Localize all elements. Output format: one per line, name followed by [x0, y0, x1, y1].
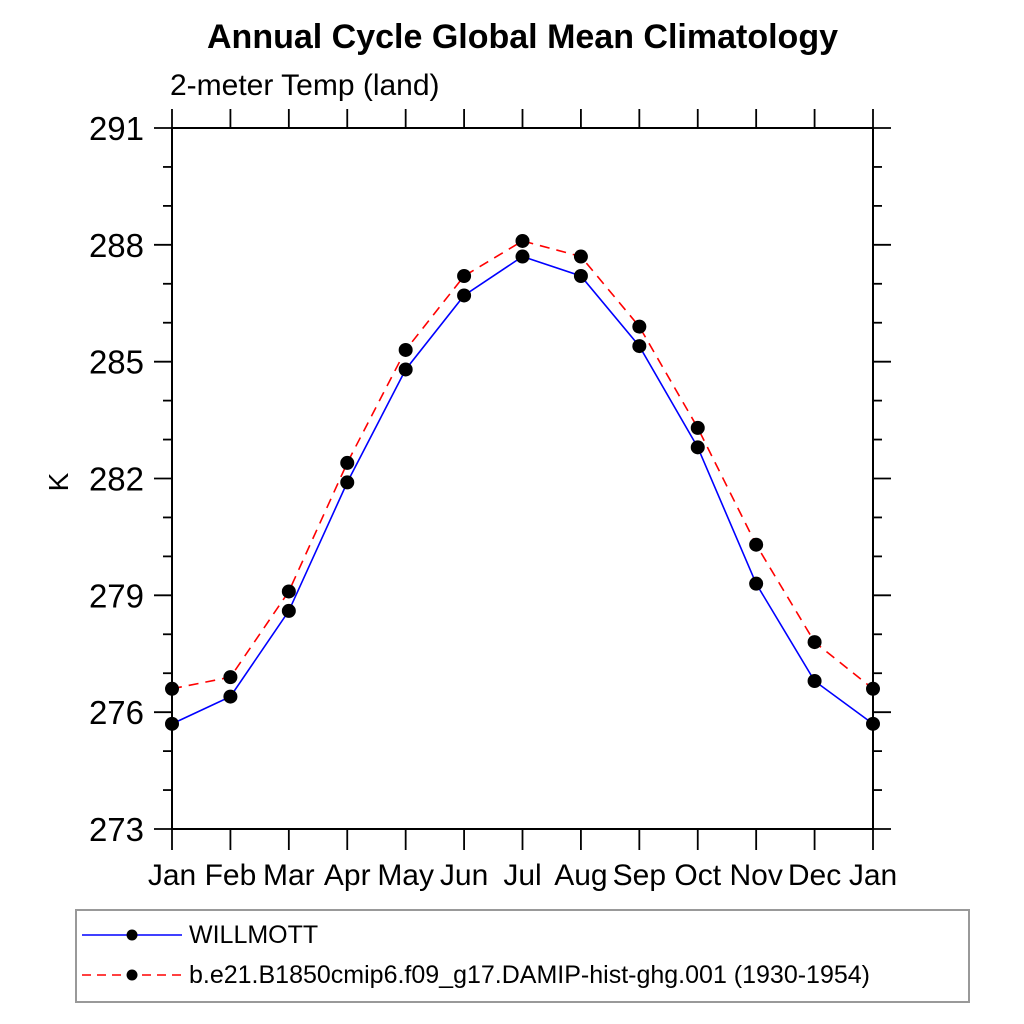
svg-text:Aug: Aug — [554, 859, 607, 892]
svg-text:May: May — [377, 859, 434, 892]
svg-text:Sep: Sep — [613, 859, 666, 892]
x-axis-ticks — [171, 109, 874, 850]
svg-text:Mar: Mar — [263, 859, 315, 892]
svg-text:291: 291 — [89, 110, 144, 147]
y-axis-ticks — [154, 127, 891, 830]
svg-text:Jan: Jan — [849, 859, 897, 892]
legend-marker-icon — [126, 969, 138, 981]
svg-text:273: 273 — [89, 811, 144, 848]
y-axis-labels: 273 276 279 282 285 288 291 — [89, 110, 144, 848]
legend-label: b.e21.B1850cmip6.f09_g17.DAMIP-hist-ghg.… — [189, 961, 870, 989]
legend-label: WILLMOTT — [189, 921, 319, 949]
svg-text:Feb: Feb — [205, 859, 257, 892]
svg-text:288: 288 — [89, 227, 144, 264]
x-axis-labels: Jan Feb Mar Apr May Jun Jul Aug Sep Oct Nov Dec Jan — [148, 859, 897, 892]
svg-text:285: 285 — [89, 344, 144, 381]
svg-text:Oct: Oct — [674, 859, 721, 892]
chart-subtitle: 2-meter Temp (land) — [170, 69, 440, 102]
legend: WILLMOTT b.e21.B1850cmip6.f09_g17.DAMIP-h… — [75, 909, 970, 1003]
svg-text:Jan: Jan — [148, 859, 196, 892]
svg-text:279: 279 — [89, 577, 144, 614]
legend-marker-icon — [126, 929, 138, 941]
svg-text:276: 276 — [89, 694, 144, 731]
legend-line-sample — [82, 969, 182, 981]
plot-frame — [171, 127, 874, 830]
svg-text:Jul: Jul — [503, 859, 541, 892]
y-axis-title: K — [43, 472, 74, 491]
series-line-1 — [171, 240, 874, 690]
legend-item: WILLMOTT — [80, 921, 319, 949]
svg-text:282: 282 — [89, 461, 144, 498]
legend-item: b.e21.B1850cmip6.f09_g17.DAMIP-hist-ghg.… — [80, 961, 870, 989]
series-markers-1 — [165, 233, 880, 696]
series-markers-0 — [165, 249, 880, 731]
legend-line-sample — [82, 929, 182, 941]
chart-title: Annual Cycle Global Mean Climatology — [207, 18, 838, 56]
svg-text:Jun: Jun — [440, 859, 488, 892]
svg-text:Nov: Nov — [729, 859, 782, 892]
svg-text:Apr: Apr — [324, 859, 371, 892]
series-line-0 — [171, 255, 874, 725]
svg-text:Dec: Dec — [788, 859, 841, 892]
